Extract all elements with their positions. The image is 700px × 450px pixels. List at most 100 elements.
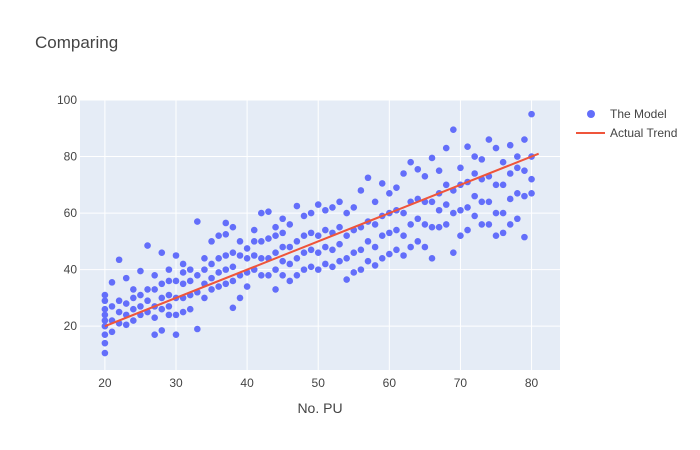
scatter-point bbox=[499, 158, 507, 166]
y-tick-label: 40 bbox=[64, 263, 78, 277]
scatter-point bbox=[158, 249, 166, 256]
scatter-point bbox=[300, 249, 308, 256]
scatter-point bbox=[101, 305, 109, 313]
scatter-point bbox=[258, 271, 265, 279]
scatter-point bbox=[137, 291, 144, 299]
legend[interactable]: The Model Actual Trend bbox=[576, 107, 677, 140]
scatter-point bbox=[421, 243, 429, 251]
legend-item-model[interactable]: The Model bbox=[587, 107, 667, 121]
scatter-point bbox=[514, 215, 521, 223]
scatter-point bbox=[336, 240, 343, 248]
scatter-point bbox=[528, 110, 535, 118]
scatter-point bbox=[492, 232, 500, 240]
scatter-point bbox=[314, 266, 322, 273]
scatter-point bbox=[457, 232, 464, 240]
scatter-point bbox=[265, 235, 272, 242]
scatter-point bbox=[165, 266, 173, 273]
scatter-point bbox=[122, 300, 130, 307]
scatter-point bbox=[364, 238, 372, 245]
scatter-point bbox=[514, 189, 521, 197]
scatter-point bbox=[229, 249, 237, 256]
scatter-point bbox=[115, 308, 123, 316]
scatter-point bbox=[442, 181, 450, 189]
scatter-point bbox=[407, 158, 414, 166]
scatter-point bbox=[499, 181, 507, 189]
scatter-point bbox=[300, 266, 308, 273]
scatter-point bbox=[179, 260, 187, 268]
scatter-point bbox=[343, 255, 350, 262]
scatter-point bbox=[364, 174, 372, 182]
scatter-point bbox=[357, 187, 365, 194]
scatter-point bbox=[499, 209, 507, 217]
x-tick-label: 60 bbox=[383, 376, 397, 390]
scatter-point bbox=[272, 266, 279, 273]
scatter-point bbox=[236, 252, 244, 259]
scatter-point bbox=[172, 311, 180, 319]
scatter-point bbox=[407, 221, 414, 228]
scatter-point bbox=[122, 321, 130, 329]
scatter-point bbox=[414, 215, 422, 223]
scatter-point bbox=[229, 277, 237, 285]
scatter-point bbox=[265, 271, 272, 279]
scatter-point bbox=[378, 232, 386, 240]
scatter-point bbox=[314, 232, 322, 240]
scatter-point bbox=[258, 209, 265, 217]
scatter-point bbox=[229, 223, 237, 231]
scatter-point bbox=[172, 252, 180, 259]
scatter-point bbox=[343, 232, 350, 240]
scatter-point bbox=[172, 331, 180, 338]
legend-item-trend[interactable]: Actual Trend bbox=[576, 126, 677, 140]
scatter-point bbox=[165, 291, 173, 299]
scatter-point bbox=[101, 291, 109, 299]
scatter-point bbox=[428, 223, 436, 231]
scatter-point bbox=[286, 277, 294, 285]
scatter-point bbox=[386, 250, 393, 258]
scatter-point bbox=[499, 229, 507, 237]
scatter-point bbox=[450, 209, 457, 217]
scatter-point bbox=[179, 308, 187, 316]
scatter-point bbox=[101, 339, 109, 347]
scatter-point bbox=[272, 232, 279, 240]
x-axis-ticks: 20 30 40 50 60 70 80 bbox=[98, 376, 538, 390]
scatter-point bbox=[350, 204, 358, 211]
scatter-point bbox=[258, 238, 265, 245]
scatter-point bbox=[371, 243, 379, 251]
scatter-point bbox=[101, 349, 109, 357]
scatter-point bbox=[450, 126, 457, 133]
scatter-point bbox=[144, 242, 151, 249]
scatter-point bbox=[115, 256, 123, 264]
scatter-point bbox=[101, 331, 109, 338]
scatter-point bbox=[393, 226, 400, 234]
scatter-point bbox=[279, 243, 286, 251]
scatter-point bbox=[521, 136, 528, 143]
x-tick-label: 50 bbox=[312, 376, 326, 390]
scatter-point bbox=[307, 246, 315, 254]
scatter-point bbox=[336, 257, 343, 265]
scatter-point bbox=[194, 325, 201, 333]
scatter-point bbox=[222, 252, 230, 259]
scatter-point bbox=[101, 311, 109, 319]
scatter-point bbox=[514, 153, 521, 160]
scatter-point bbox=[265, 208, 272, 215]
y-tick-label: 60 bbox=[64, 206, 78, 220]
scatter-point bbox=[457, 164, 464, 172]
scatter-point bbox=[293, 202, 301, 210]
scatter-point bbox=[144, 286, 151, 293]
scatter-point bbox=[286, 243, 294, 251]
scatter-point bbox=[279, 257, 286, 265]
scatter-point bbox=[428, 255, 436, 262]
scatter-point bbox=[521, 167, 528, 174]
scatter-point bbox=[293, 271, 301, 279]
scatter-point bbox=[393, 184, 400, 191]
scatter-point bbox=[215, 232, 222, 240]
scatter-point bbox=[322, 226, 329, 234]
scatter-point bbox=[322, 260, 329, 268]
scatter-point bbox=[343, 276, 350, 283]
scatter-point bbox=[322, 243, 329, 251]
scatter-point bbox=[243, 245, 251, 252]
scatter-point bbox=[329, 263, 336, 271]
scatter-point bbox=[158, 305, 166, 313]
scatter-point bbox=[165, 277, 173, 285]
scatter-point bbox=[272, 249, 279, 256]
scatter-point bbox=[357, 246, 365, 254]
